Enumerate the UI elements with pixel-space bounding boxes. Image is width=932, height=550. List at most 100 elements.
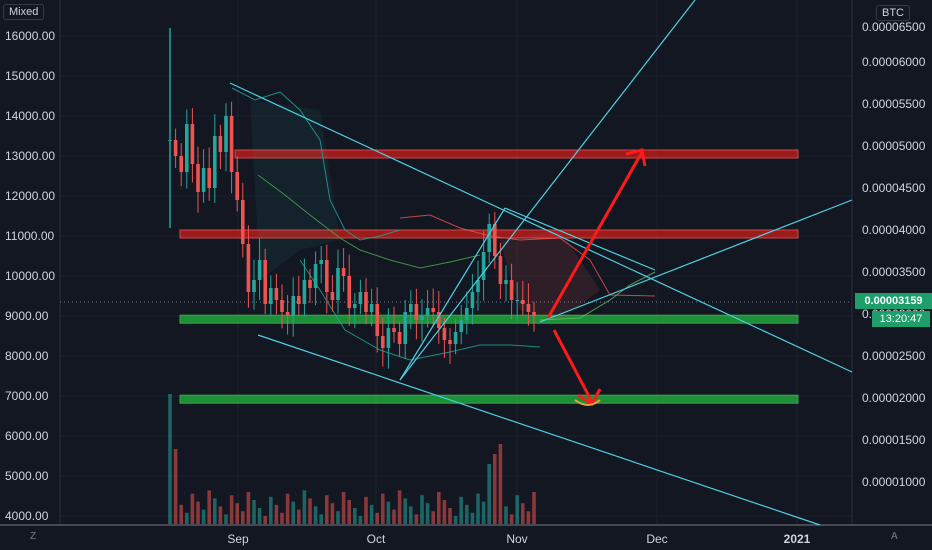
candle-body	[190, 124, 195, 164]
candle-body	[325, 260, 329, 292]
candle-body	[526, 304, 531, 312]
left-axis-tick-label: 11000.00	[5, 229, 54, 243]
volume-bar	[207, 490, 211, 524]
volume-bar	[470, 512, 475, 524]
volume-bar	[397, 490, 402, 524]
right-axis-tick-label: 0.00002500	[862, 349, 926, 363]
volume-bar	[330, 503, 335, 524]
time-axis-tick-label: Sep	[227, 532, 249, 546]
left-axis-tick-label: 16000.00	[5, 29, 55, 43]
right-axis-tick-label: 0.00005500	[862, 97, 926, 111]
volume-bar	[515, 495, 519, 524]
trendline	[539, 199, 853, 323]
volume-bar	[319, 514, 323, 524]
right-axis-tick-label: 0.00004000	[862, 223, 926, 237]
right-axis-tick-label: 0.00003500	[862, 265, 926, 279]
volume-bar	[425, 503, 430, 524]
volume-bar	[252, 500, 256, 524]
volume-bar	[358, 516, 363, 524]
candle-body	[218, 136, 223, 152]
volume-bar	[476, 493, 480, 524]
candle-body	[201, 168, 206, 192]
volume-bar	[280, 512, 284, 524]
candle-body	[319, 260, 323, 264]
volume-bar	[241, 511, 245, 524]
support-zone	[179, 394, 799, 404]
left-axis-tick-label: 9000.00	[5, 309, 49, 323]
candle-body	[504, 280, 508, 284]
volume-bar	[414, 514, 419, 524]
volume-bar	[481, 501, 486, 524]
right-axis-tick-label: 0.00001500	[862, 433, 926, 447]
candle-body	[470, 292, 475, 308]
candle-body	[409, 304, 413, 312]
candle-body	[353, 304, 357, 308]
candle-body	[308, 280, 312, 288]
left-axis-tick-label: 7000.00	[5, 389, 49, 403]
volume-bar	[453, 516, 458, 524]
volume-bar	[173, 449, 178, 524]
volume-bar	[381, 493, 385, 524]
candle-body	[291, 296, 295, 316]
volume-bar	[274, 504, 279, 524]
indicator-line	[231, 87, 401, 241]
candle-body	[257, 260, 262, 280]
time-axis-tick-label: Dec	[646, 532, 667, 546]
trendline	[399, 0, 696, 381]
volume-bar	[185, 512, 189, 524]
volume-bar	[498, 444, 503, 524]
left-axis-tick-label: 10000.00	[5, 269, 55, 283]
candle-body	[381, 336, 385, 348]
candle-body	[459, 320, 463, 332]
candle-body	[297, 296, 301, 304]
candle-body	[420, 316, 424, 320]
volume-bar	[297, 509, 301, 524]
candle-body	[330, 292, 335, 300]
candle-body	[532, 312, 536, 316]
candle-body	[235, 172, 239, 200]
volume-bar	[375, 512, 379, 524]
volume-bar	[341, 492, 346, 524]
time-axis-tick-label: Nov	[506, 532, 527, 546]
volume-bar	[448, 508, 452, 524]
volume-bar	[409, 506, 413, 524]
left-axis-tick-label: 14000.00	[5, 109, 55, 123]
candle-body	[285, 312, 290, 316]
volume-bar	[369, 504, 374, 524]
right-axis-tick-label: 0.00001000	[862, 475, 926, 489]
volume-bar	[437, 492, 441, 524]
volume-bar	[190, 493, 195, 524]
trendline	[504, 207, 656, 271]
volume-bar	[403, 498, 407, 524]
auto-scale-toggle[interactable]: A	[891, 531, 898, 542]
volume-bar	[313, 506, 318, 524]
bearish-arrow	[552, 329, 594, 403]
candle-body	[414, 304, 419, 320]
candle-body	[313, 264, 318, 288]
candle-body	[442, 328, 447, 340]
candle-body	[274, 288, 279, 300]
volume-bar	[235, 503, 239, 524]
volume-bar	[347, 500, 351, 524]
candle-countdown-label: 13:20:47	[872, 311, 930, 327]
volume-bar	[285, 493, 290, 524]
left-axis-tick-label: 13000.00	[5, 149, 55, 163]
volume-bar	[386, 501, 391, 524]
log-scale-toggle[interactable]: Z	[30, 531, 37, 542]
time-axis-tick-label: Oct	[367, 532, 386, 546]
volume-bar	[196, 501, 200, 524]
volume-bar	[487, 464, 491, 524]
volume-bar	[465, 504, 469, 524]
mode-badge[interactable]: Mixed	[3, 4, 45, 20]
candle-body	[431, 308, 435, 312]
volume-bar	[257, 508, 262, 524]
candle-body	[392, 328, 396, 332]
candle-body	[224, 116, 228, 152]
candle-body	[465, 308, 469, 320]
unit-badge[interactable]: BTC	[876, 5, 910, 21]
candle-body	[241, 200, 245, 244]
left-axis-tick-label: 6000.00	[5, 429, 49, 443]
candle-body	[521, 300, 525, 304]
bullish-arrow-head	[625, 148, 647, 167]
